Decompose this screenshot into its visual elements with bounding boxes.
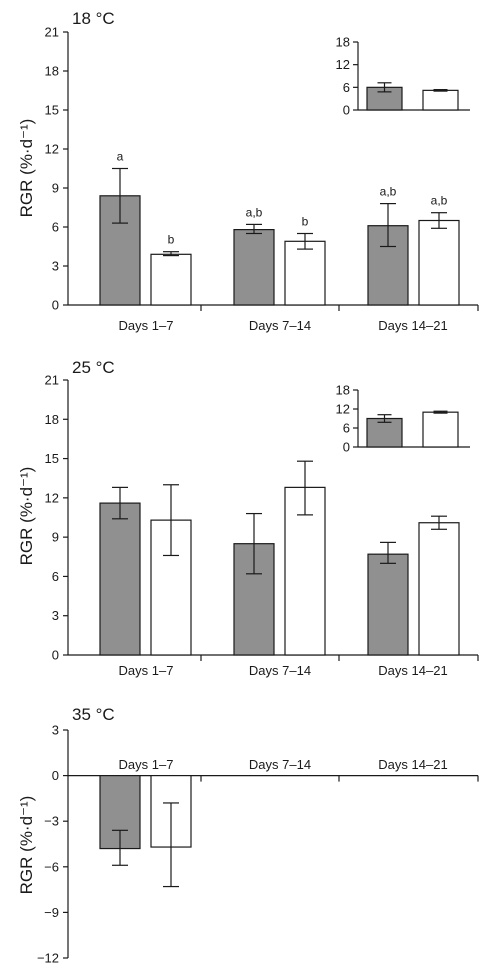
- inset-y-tick-label: 0: [343, 103, 350, 118]
- y-tick-label: 9: [52, 530, 59, 545]
- panel-title: 25 °C: [72, 358, 115, 377]
- significance-label: b: [302, 215, 309, 229]
- y-tick-label: 0: [52, 648, 59, 663]
- inset-y-tick-label: 0: [343, 440, 350, 455]
- inset-chart: 0 6 12 18: [336, 383, 470, 455]
- y-tick-label: 3: [52, 608, 59, 623]
- bar-gray-1: [99, 502, 141, 656]
- y-tick-label: 12: [45, 490, 59, 505]
- y-axis-label: RGR (%·d⁻¹): [17, 119, 36, 218]
- inset-y-tick-label: 18: [336, 35, 350, 50]
- inset-y-tick-label: 6: [343, 80, 350, 95]
- inset-bar-white: [422, 411, 459, 448]
- bar-white-2: [284, 240, 326, 306]
- y-tick-label: −12: [37, 951, 59, 966]
- y-tick-label: 12: [45, 142, 59, 157]
- category-label: Days 1–7: [119, 318, 174, 333]
- category-label: Days 14–21: [378, 663, 447, 678]
- category-label: Days 14–21: [378, 318, 447, 333]
- significance-label: a: [117, 150, 124, 164]
- y-tick-label: 21: [45, 25, 59, 40]
- bar-gray-3: [367, 553, 409, 656]
- chart-panel-3: 35 °C RGR (%·d⁻¹) −12 −9 −6 −3 0 3 Days 1–7 Days …: [17, 705, 479, 966]
- y-tick-label: 3: [52, 723, 59, 738]
- category-label: Days 7–14: [249, 757, 311, 772]
- inset-y-tick-label: 12: [336, 57, 350, 72]
- y-tick-label: 15: [45, 103, 59, 118]
- inset-y-tick-label: 6: [343, 421, 350, 436]
- chart-panel-1: 18 °C RGR (%·d⁻¹) 0 3 6 9 12 15 18 21 Days 1–7 Days…: [17, 9, 479, 333]
- y-tick-label: 6: [52, 220, 59, 235]
- significance-label: b: [168, 233, 175, 247]
- y-tick-label: −9: [44, 905, 59, 920]
- y-tick-label: 18: [45, 64, 59, 79]
- y-tick-label: 18: [45, 412, 59, 427]
- bar-gray-1: [99, 195, 141, 306]
- panel-title: 18 °C: [72, 9, 115, 28]
- significance-label: a,b: [431, 194, 448, 208]
- y-tick-label: 21: [45, 373, 59, 388]
- y-tick-label: 15: [45, 451, 59, 466]
- category-label: Days 1–7: [119, 663, 174, 678]
- chart-panel-2: 25 °C RGR (%·d⁻¹) 0 3 6 9 12 15 18 21 Days 1–7 Days…: [17, 358, 479, 678]
- significance-label: a,b: [380, 185, 397, 199]
- y-tick-label: 0: [52, 768, 59, 783]
- bar-white-3: [418, 219, 460, 306]
- y-tick-label: −6: [44, 859, 59, 874]
- y-axis-label: RGR (%·d⁻¹): [17, 796, 36, 895]
- inset-bar-white: [422, 89, 459, 111]
- category-label: Days 1–7: [119, 757, 174, 772]
- y-tick-label: 3: [52, 259, 59, 274]
- inset-y-tick-label: 18: [336, 383, 350, 398]
- panel-title: 35 °C: [72, 705, 115, 724]
- y-tick-label: 6: [52, 569, 59, 584]
- category-label: Days 7–14: [249, 663, 311, 678]
- bar-white-1: [150, 253, 192, 306]
- y-tick-label: 0: [52, 298, 59, 313]
- bar-gray-2: [233, 229, 275, 306]
- y-axis-label: RGR (%·d⁻¹): [17, 467, 36, 566]
- inset-y-tick-label: 12: [336, 402, 350, 417]
- bar-white-3: [418, 522, 460, 656]
- y-tick-label: −3: [44, 814, 59, 829]
- inset-chart: 0 6 12 18: [336, 35, 470, 118]
- y-tick-label: 9: [52, 181, 59, 196]
- category-label: Days 14–21: [378, 757, 447, 772]
- significance-label: a,b: [246, 205, 263, 219]
- category-label: Days 7–14: [249, 318, 311, 333]
